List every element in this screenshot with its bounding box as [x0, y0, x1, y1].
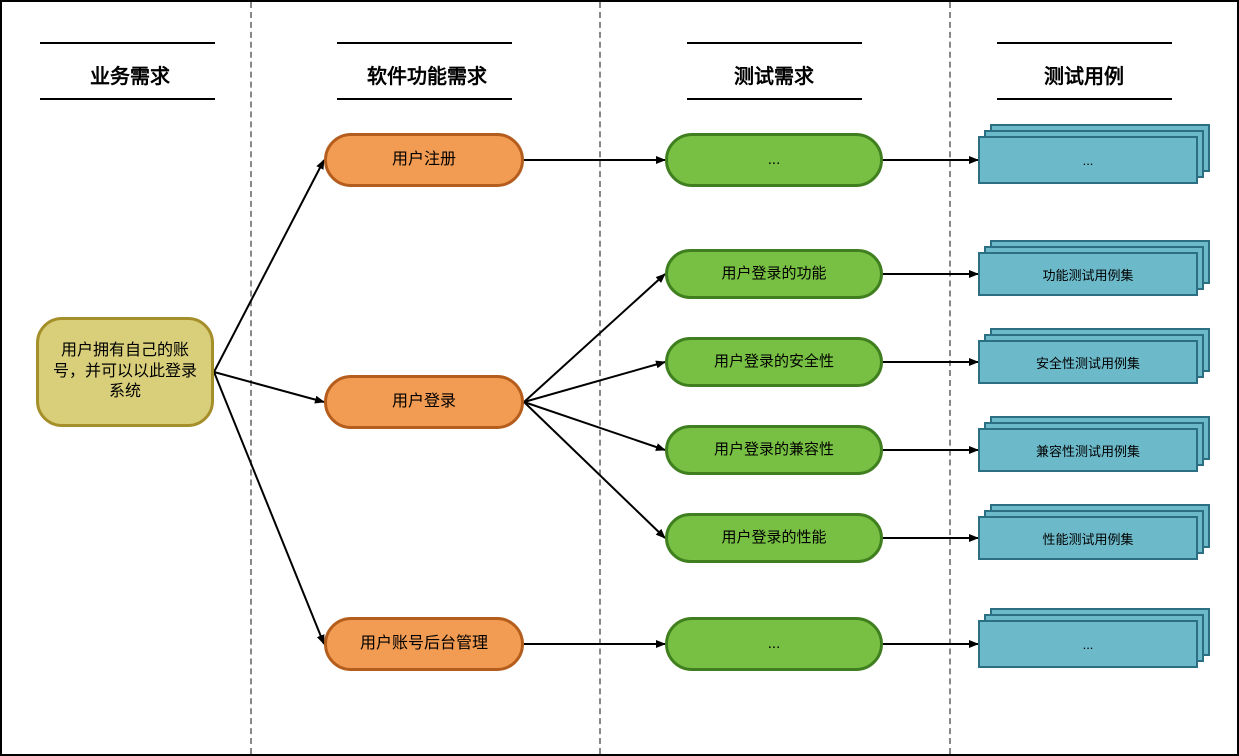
test-req-node-perf: 用户登录的性能: [665, 513, 883, 563]
column-header-biz: 业务需求: [90, 60, 170, 89]
test-req-node-compat: 用户登录的兼容性: [665, 425, 883, 475]
test-req-node-ellipsis-top: ...: [665, 133, 883, 187]
node-label: ...: [768, 150, 781, 170]
test-req-node-ellipsis-bottom: ...: [665, 617, 883, 671]
soft-req-node-register: 用户注册: [324, 133, 524, 187]
node-label: 用户登录的安全性: [714, 352, 834, 372]
stack-top-layer: 兼容性测试用例集: [978, 428, 1198, 472]
node-label: 用户账号后台管理: [360, 634, 488, 655]
test-case-stack-ellipsis-bottom: ...: [978, 608, 1210, 668]
test-req-node-function: 用户登录的功能: [665, 249, 883, 299]
node-label: 用户拥有自己的账号，并可以以此登录系统: [47, 341, 203, 403]
node-label: 用户登录: [392, 392, 456, 413]
test-case-stack-compat: 兼容性测试用例集: [978, 416, 1210, 472]
column-separator: [949, 2, 951, 754]
edge-arrow: [524, 402, 665, 450]
column-header-case: 测试用例: [1044, 60, 1124, 89]
column-header-soft: 软件功能需求: [362, 60, 492, 89]
stack-top-layer: 功能测试用例集: [978, 252, 1198, 296]
edge-arrow: [524, 274, 665, 402]
biz-requirement-node: 用户拥有自己的账号，并可以以此登录系统: [36, 317, 214, 427]
column-separator: [250, 2, 252, 754]
test-case-stack-ellipsis-top: ...: [978, 124, 1210, 184]
header-line-top: [997, 42, 1172, 44]
stack-top-layer: ...: [978, 620, 1198, 668]
stack-top-layer: 性能测试用例集: [978, 516, 1198, 560]
diagram-canvas: 业务需求 软件功能需求 测试需求 测试用例 用户拥有自己的账号，并可以以此登录系…: [0, 0, 1239, 756]
node-label: 用户登录的兼容性: [714, 440, 834, 460]
soft-req-node-admin: 用户账号后台管理: [324, 617, 524, 671]
test-case-stack-function: 功能测试用例集: [978, 240, 1210, 296]
edge-arrow: [214, 372, 324, 402]
soft-req-node-login: 用户登录: [324, 375, 524, 429]
stack-top-layer: 安全性测试用例集: [978, 340, 1198, 384]
header-line-top: [687, 42, 862, 44]
test-case-stack-security: 安全性测试用例集: [978, 328, 1210, 384]
header-line-bottom: [40, 98, 215, 100]
edge-arrow: [524, 362, 665, 402]
header-line-bottom: [687, 98, 862, 100]
node-label: 用户注册: [392, 150, 456, 171]
stack-top-layer: ...: [978, 136, 1198, 184]
edge-arrow: [524, 402, 665, 538]
column-header-test: 测试需求: [734, 60, 814, 89]
test-req-node-security: 用户登录的安全性: [665, 337, 883, 387]
test-case-stack-perf: 性能测试用例集: [978, 504, 1210, 560]
header-line-top: [337, 42, 512, 44]
node-label: ...: [768, 634, 781, 654]
edge-arrow: [214, 372, 324, 644]
edge-arrow: [214, 160, 324, 372]
header-line-top: [40, 42, 215, 44]
node-label: 用户登录的功能: [721, 264, 826, 284]
header-line-bottom: [337, 98, 512, 100]
header-line-bottom: [997, 98, 1172, 100]
column-separator: [599, 2, 601, 754]
node-label: 用户登录的性能: [721, 528, 826, 548]
